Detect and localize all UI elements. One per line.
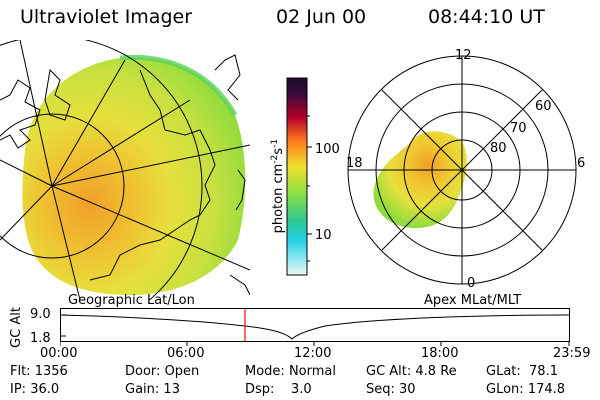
x-tick-0000: 00:00 bbox=[40, 346, 78, 361]
lat-60-label: 60 bbox=[535, 99, 552, 114]
ip-field: IP: 36.0 bbox=[10, 382, 60, 397]
mlt-6-label: 6 bbox=[577, 156, 586, 171]
glon-field: GLon: 174.8 bbox=[486, 382, 566, 397]
altitude-curve bbox=[60, 314, 570, 340]
coord-label-left: Geographic Lat/Lon bbox=[68, 293, 195, 308]
x-tick-1800: 18:00 bbox=[421, 346, 459, 361]
polar-aurora-region bbox=[373, 131, 467, 228]
coastline bbox=[0, 79, 41, 149]
mode-field: Mode: Normal bbox=[245, 364, 336, 379]
y-tick-top: 9.0 bbox=[30, 307, 51, 322]
coord-label-right: Apex MLat/MLT bbox=[424, 293, 522, 308]
date-label: 02 Jun 00 bbox=[276, 6, 367, 28]
glat-field: GLat: 78.1 bbox=[486, 364, 558, 379]
y-tick-bottom: 1.8 bbox=[30, 331, 51, 346]
polar-plot bbox=[347, 55, 577, 285]
geographic-image bbox=[0, 40, 250, 300]
mlt-18-label: 18 bbox=[346, 156, 363, 171]
colorbar-tick-100: 100 bbox=[315, 142, 340, 157]
seq-field: Seq: 30 bbox=[366, 382, 416, 397]
mlt-0-label: 0 bbox=[467, 276, 476, 291]
orbit-timeline bbox=[60, 308, 570, 346]
instrument-title: Ultraviolet Imager bbox=[20, 6, 193, 28]
mlt-12-label: 12 bbox=[455, 48, 472, 63]
latitude-circle-outer bbox=[0, 40, 203, 300]
colorbar-tick-10: 10 bbox=[315, 228, 332, 243]
colorbar-unit-label: photon cm-2s-1 bbox=[269, 138, 287, 234]
color-bar bbox=[286, 77, 308, 276]
lat-70-label: 70 bbox=[510, 121, 527, 136]
auroral-image-region bbox=[22, 57, 246, 295]
x-tick-2359: 23:59 bbox=[553, 346, 591, 361]
lat-80-label: 80 bbox=[490, 141, 507, 156]
x-tick-1200: 12:00 bbox=[294, 346, 332, 361]
color-scale bbox=[286, 77, 312, 276]
gcalt-axis-label: GC Alt bbox=[8, 307, 24, 348]
latitude-circle-inner bbox=[0, 113, 125, 259]
dsp-field: Dsp: 3.0 bbox=[245, 382, 312, 397]
time-label: 08:44:10 UT bbox=[428, 6, 545, 28]
gcalt-field: GC Alt: 4.8 Re bbox=[366, 364, 457, 379]
aurora-edge bbox=[119, 54, 238, 117]
flt-field: Flt: 1356 bbox=[10, 364, 68, 379]
x-tick-0600: 06:00 bbox=[167, 346, 205, 361]
gain-field: Gain: 13 bbox=[125, 382, 180, 397]
door-field: Door: Open bbox=[125, 364, 200, 379]
